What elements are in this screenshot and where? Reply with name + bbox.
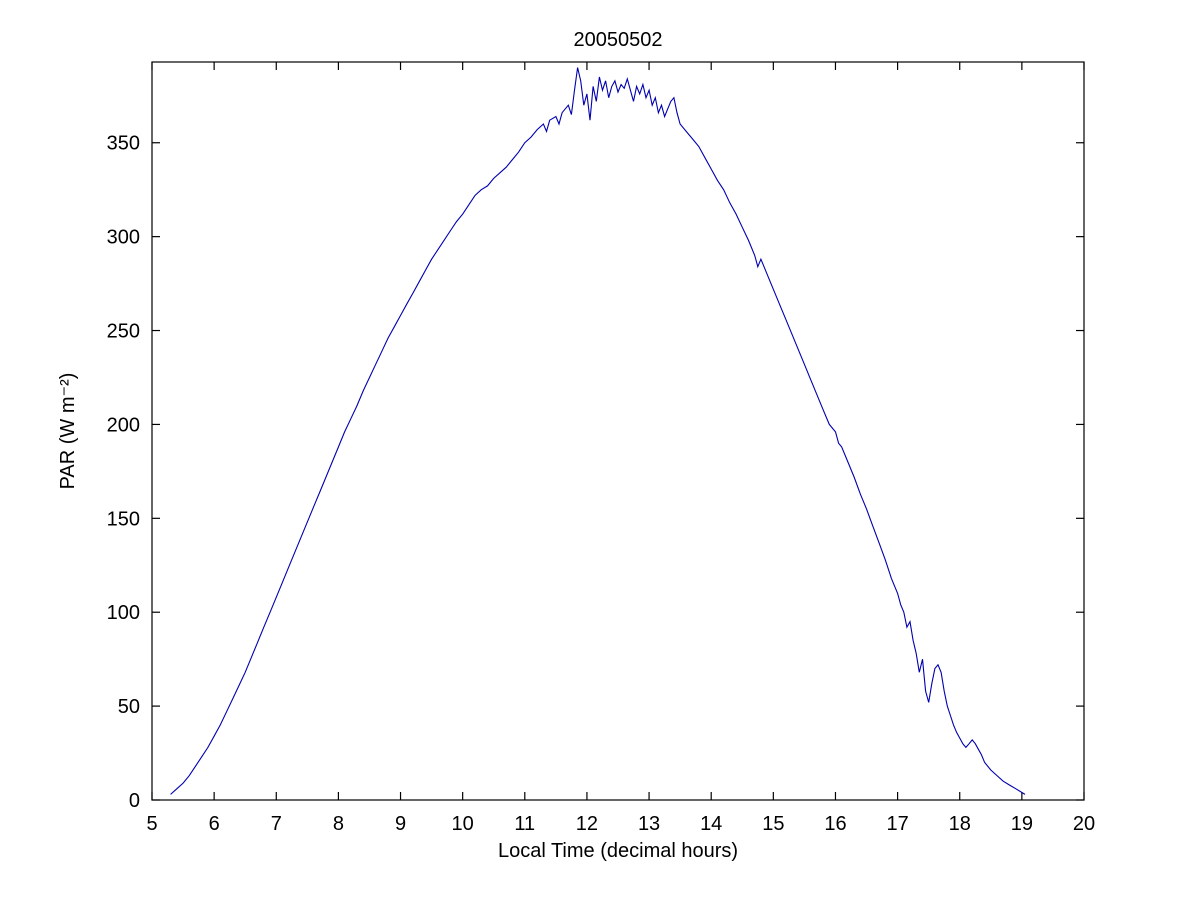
x-tick-label: 18 bbox=[949, 813, 971, 835]
plot-border bbox=[151, 61, 1085, 801]
x-tick-label: 9 bbox=[395, 813, 406, 835]
y-tick-label: 100 bbox=[107, 602, 140, 624]
axis-ticks: 5 6 7 8 9 10 11 12 13 14 15 16 17 18 19 200501001502002… bbox=[107, 62, 1095, 835]
x-tick-label: 7 bbox=[271, 813, 282, 835]
par-series-line bbox=[170, 67, 1026, 795]
x-tick-label: 12 bbox=[576, 813, 598, 835]
x-tick-label: 17 bbox=[886, 813, 908, 835]
x-tick-label: 20 bbox=[1073, 813, 1095, 835]
y-tick-label: 200 bbox=[107, 414, 140, 436]
x-tick-label: 13 bbox=[638, 813, 660, 835]
x-tick-label: 10 bbox=[452, 813, 474, 835]
x-tick-label: 8 bbox=[333, 813, 344, 835]
x-tick-label: 15 bbox=[762, 813, 784, 835]
x-tick-label: 6 bbox=[209, 813, 220, 835]
x-tick-label: 16 bbox=[824, 813, 846, 835]
chart-title: 20050502 bbox=[574, 29, 663, 51]
y-axis-label: PAR (W m⁻²) bbox=[57, 373, 79, 490]
y-tick-label: 150 bbox=[107, 508, 140, 530]
y-tick-label: 250 bbox=[107, 321, 140, 343]
x-tick-label: 14 bbox=[700, 813, 722, 835]
x-axis-label: Local Time (decimal hours) bbox=[498, 840, 738, 862]
x-tick-label: 19 bbox=[1011, 813, 1033, 835]
x-tick-label: 5 bbox=[146, 813, 157, 835]
y-tick-label: 50 bbox=[118, 696, 140, 718]
y-tick-label: 0 bbox=[129, 790, 140, 812]
y-tick-label: 350 bbox=[107, 133, 140, 155]
y-tick-label: 300 bbox=[107, 227, 140, 249]
x-tick-label: 11 bbox=[514, 813, 535, 835]
plot-area bbox=[152, 62, 1084, 800]
